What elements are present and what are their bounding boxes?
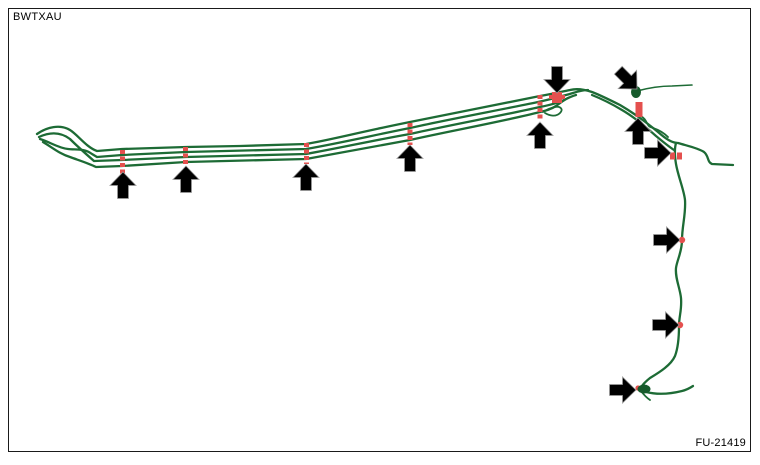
callout-arrow-icon — [172, 165, 200, 193]
diagram-code-label: BWTXAU — [13, 11, 62, 23]
callout-arrow-icon — [543, 66, 571, 94]
clip-marker — [637, 384, 651, 394]
callout-arrow-icon — [613, 65, 638, 90]
figure-number-label: FU-21419 — [695, 437, 746, 449]
callout-arrow-icon — [624, 117, 652, 145]
harness-line — [542, 105, 563, 117]
harness-line — [639, 141, 687, 390]
callout-arrow-icon — [653, 226, 681, 254]
harness-line — [38, 88, 590, 159]
harness-line — [640, 115, 669, 138]
callout-arrow-icon — [526, 121, 554, 149]
callout-arrow-icon — [109, 171, 137, 199]
callout-arrow-icon — [644, 139, 672, 167]
callout-arrow-icon — [292, 163, 320, 191]
harness-line — [35, 88, 735, 167]
callout-arrow-icon — [652, 311, 680, 339]
clamp-dot — [676, 321, 684, 329]
harness-line — [644, 384, 695, 395]
clamp-dot — [678, 236, 686, 244]
callout-arrow-icon — [396, 144, 424, 172]
callout-arrow-icon — [609, 376, 637, 404]
harness-line — [636, 84, 693, 92]
